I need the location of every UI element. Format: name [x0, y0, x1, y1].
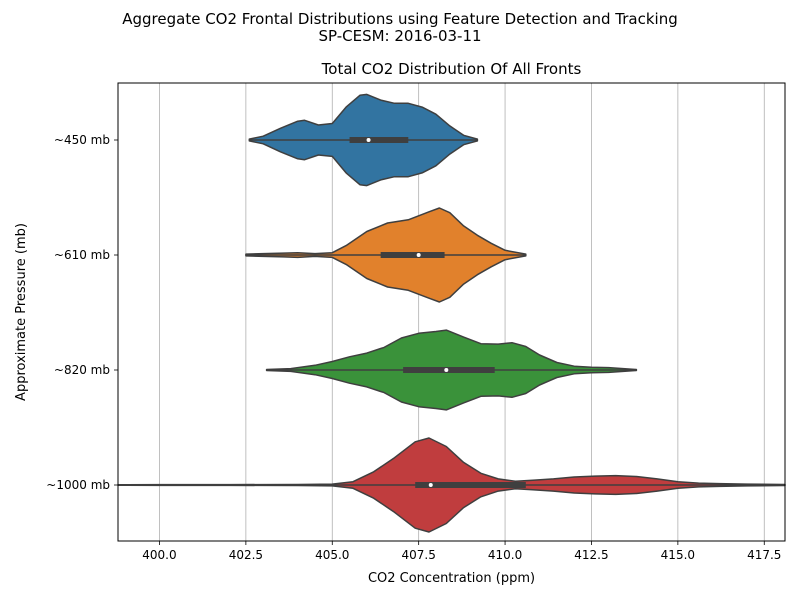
iqr-box — [380, 252, 445, 258]
y-tick-label: ~1000 mb — [46, 478, 110, 492]
median-point — [444, 368, 449, 372]
median-point — [428, 483, 433, 487]
x-tick-label: 412.5 — [574, 548, 608, 562]
chart-title: Total CO2 Distribution Of All Fronts — [321, 60, 582, 78]
x-tick-label: 402.5 — [229, 548, 263, 562]
violin-group — [245, 207, 527, 303]
iqr-box — [415, 482, 526, 488]
median-point — [416, 253, 421, 257]
y-tick-label: ~450 mb — [54, 133, 110, 147]
y-tick-label: ~820 mb — [54, 363, 110, 377]
iqr-box — [403, 367, 495, 373]
iqr-box — [349, 137, 409, 143]
y-axis-label: Approximate Pressure (mb) — [14, 223, 29, 401]
x-tick-label: 415.0 — [661, 548, 695, 562]
grid-lines — [159, 83, 765, 541]
figure-suptitle-line1: Aggregate CO2 Frontal Distributions usin… — [122, 10, 678, 28]
y-axis-ticks: ~450 mb ~610 mb ~820 mb ~1000 mb — [46, 133, 118, 492]
violin-group — [265, 329, 638, 411]
x-tick-label: 407.5 — [401, 548, 435, 562]
violin-group — [248, 93, 479, 187]
x-axis-ticks: 400.0 402.5 405.0 407.5 410.0 412.5 415.0 417.5 — [142, 541, 781, 562]
x-axis-label: CO2 Concentration (ppm) — [368, 571, 535, 586]
x-tick-label: 405.0 — [315, 548, 349, 562]
violins — [117, 93, 786, 533]
y-tick-label: ~610 mb — [54, 248, 110, 262]
violin-group — [117, 437, 786, 533]
median-point — [366, 138, 371, 142]
plot-frame — [117, 82, 786, 542]
x-tick-label: 417.5 — [747, 548, 781, 562]
x-tick-label: 400.0 — [142, 548, 176, 562]
x-tick-label: 410.0 — [488, 548, 522, 562]
figure-suptitle-line2: SP-CESM: 2016-03-11 — [318, 27, 482, 45]
